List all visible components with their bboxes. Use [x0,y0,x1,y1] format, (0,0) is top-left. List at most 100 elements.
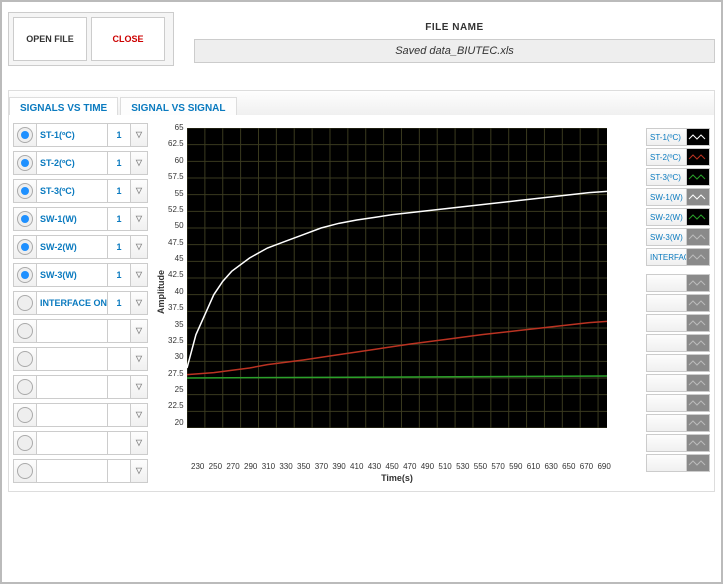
dropdown-icon[interactable]: ▽ [131,264,147,286]
legend-row[interactable] [646,334,710,352]
legend-row[interactable] [646,434,710,452]
dropdown-icon[interactable]: ▽ [131,320,147,342]
legend-row[interactable]: ST-2(ºC) [646,148,710,166]
legend-row[interactable] [646,294,710,312]
x-tick: 570 [491,462,504,471]
signal-index[interactable]: 1 [108,264,131,286]
signal-index[interactable]: 1 [108,124,131,146]
x-tick: 530 [456,462,469,471]
legend: ST-1(ºC) ST-2(ºC) ST-3(ºC) SW-1(W) SW-2(W) SW… [646,128,710,483]
x-tick: 650 [562,462,575,471]
legend-row[interactable]: SW-1(W) [646,188,710,206]
signal-row: ST-1(ºC)1▽ [13,123,148,147]
signal-row: ▽ [13,459,148,483]
dropdown-icon[interactable]: ▽ [131,404,147,426]
legend-swatch [686,249,709,265]
legend-label: SW-3(W) [647,233,686,242]
signal-row: ▽ [13,347,148,371]
signal-index[interactable] [108,432,131,454]
signal-index[interactable] [108,376,131,398]
tab-signal-vs-signal[interactable]: SIGNAL VS SIGNAL [120,97,236,115]
signal-label[interactable] [36,404,108,426]
dropdown-icon[interactable]: ▽ [131,376,147,398]
x-tick: 350 [297,462,310,471]
legend-label: ST-2(ºC) [647,153,686,162]
legend-row[interactable] [646,354,710,372]
signal-radio[interactable] [17,239,33,255]
signal-label[interactable] [36,376,108,398]
signal-radio[interactable] [17,211,33,227]
legend-row[interactable]: SW-3(W) [646,228,710,246]
legend-row[interactable]: ST-1(ºC) [646,128,710,146]
legend-swatch [686,395,709,411]
signal-radio[interactable] [17,323,33,339]
signal-index[interactable]: 1 [108,208,131,230]
legend-row[interactable] [646,314,710,332]
app-window: OPEN FILE CLOSE FILE NAME Saved data_BIU… [0,0,723,584]
signal-label[interactable] [36,460,108,482]
dropdown-icon[interactable]: ▽ [131,152,147,174]
dropdown-icon[interactable]: ▽ [131,208,147,230]
dropdown-icon[interactable]: ▽ [131,180,147,202]
signal-radio[interactable] [17,435,33,451]
close-button[interactable]: CLOSE [91,17,165,61]
signal-index[interactable] [108,320,131,342]
signal-radio[interactable] [17,379,33,395]
legend-swatch [686,355,709,371]
dropdown-icon[interactable]: ▽ [131,124,147,146]
dropdown-icon[interactable]: ▽ [131,432,147,454]
legend-row[interactable]: INTERFAC [646,248,710,266]
signal-radio[interactable] [17,351,33,367]
signal-index[interactable] [108,460,131,482]
signal-radio[interactable] [17,183,33,199]
signal-label[interactable] [36,320,108,342]
legend-row[interactable] [646,374,710,392]
signal-label[interactable]: ST-1(ºC) [36,124,108,146]
signal-radio[interactable] [17,407,33,423]
legend-row[interactable] [646,414,710,432]
signal-label[interactable]: ST-3(ºC) [36,180,108,202]
signal-row: SW-1(W)1▽ [13,207,148,231]
dropdown-icon[interactable]: ▽ [131,348,147,370]
signal-label[interactable]: SW-1(W) [36,208,108,230]
x-tick: 430 [368,462,381,471]
legend-swatch [686,149,709,165]
signal-label[interactable]: SW-3(W) [36,264,108,286]
signal-index[interactable]: 1 [108,236,131,258]
dropdown-icon[interactable]: ▽ [131,460,147,482]
x-tick: 550 [474,462,487,471]
signal-label[interactable] [36,348,108,370]
x-tick: 610 [527,462,540,471]
tab-bar: SIGNALS VS TIMESIGNAL VS SIGNAL [8,90,715,115]
signal-label[interactable] [36,432,108,454]
signal-index[interactable] [108,404,131,426]
dropdown-icon[interactable]: ▽ [131,292,147,314]
open-file-button[interactable]: OPEN FILE [13,17,87,61]
signal-index[interactable] [108,348,131,370]
legend-row[interactable]: ST-3(ºC) [646,168,710,186]
legend-swatch [686,209,709,225]
signal-label[interactable]: ST-2(ºC) [36,152,108,174]
signal-row: ST-2(ºC)1▽ [13,151,148,175]
chart-plot[interactable] [187,128,607,428]
signal-index[interactable]: 1 [108,180,131,202]
signal-radio[interactable] [17,127,33,143]
tab-signals-vs-time[interactable]: SIGNALS VS TIME [9,97,118,115]
signal-index[interactable]: 1 [108,152,131,174]
signal-label[interactable]: SW-2(W) [36,236,108,258]
dropdown-icon[interactable]: ▽ [131,236,147,258]
signal-radio[interactable] [17,267,33,283]
signal-index[interactable]: 1 [108,292,131,314]
x-tick: 410 [350,462,363,471]
top-row: OPEN FILE CLOSE FILE NAME Saved data_BIU… [8,12,715,66]
x-tick: 590 [509,462,522,471]
x-tick: 670 [580,462,593,471]
legend-row[interactable]: SW-2(W) [646,208,710,226]
signal-radio[interactable] [17,155,33,171]
legend-row[interactable] [646,454,710,472]
legend-row[interactable] [646,274,710,292]
signal-radio[interactable] [17,295,33,311]
signal-label[interactable]: INTERFACE ON? [36,292,108,314]
signal-radio[interactable] [17,463,33,479]
legend-row[interactable] [646,394,710,412]
